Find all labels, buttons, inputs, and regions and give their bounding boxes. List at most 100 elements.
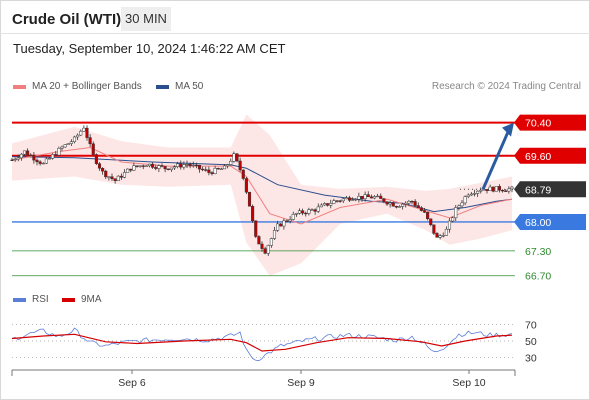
- candle-body: [379, 195, 383, 199]
- candle-body: [426, 212, 430, 220]
- candle-body: [169, 167, 173, 170]
- candle-body: [263, 248, 267, 254]
- candle-body: [113, 178, 117, 181]
- candle-body: [160, 165, 164, 167]
- candle-body: [307, 209, 311, 214]
- candle-body: [476, 190, 480, 194]
- candle-body: [451, 217, 455, 222]
- forecast-arrow-head: [502, 122, 514, 137]
- candle-body: [141, 165, 145, 167]
- candle-body: [97, 163, 102, 169]
- level-tag-68-00: [514, 213, 586, 230]
- candle-body: [357, 196, 361, 200]
- instrument-title: Crude Oil (WTI): [12, 11, 122, 28]
- candle-body: [319, 204, 323, 208]
- candle-body: [341, 198, 345, 202]
- candle-body: [72, 136, 77, 142]
- timeframe-badge[interactable]: 30 MIN: [121, 7, 171, 31]
- candle-body: [266, 245, 270, 254]
- rsi-swatch: [13, 297, 26, 302]
- ma50-swatch: [156, 84, 169, 89]
- candle-body: [157, 165, 161, 169]
- candle-body: [235, 153, 239, 162]
- candle-body: [313, 209, 317, 212]
- legend-9ma: 9MA: [62, 294, 102, 305]
- candle-body: [247, 191, 252, 207]
- candle-body: [44, 158, 48, 164]
- candle-body: [410, 200, 414, 203]
- candle-body: [229, 160, 233, 165]
- candle-body: [507, 188, 511, 192]
- candle-body: [88, 137, 92, 145]
- candle-body: [272, 230, 277, 239]
- rsi-level-label-30: 30: [525, 353, 537, 365]
- candle-body: [447, 220, 452, 230]
- candle-body: [60, 146, 64, 149]
- legend-ma20-label: MA 20 + Bollinger Bands: [32, 81, 142, 92]
- level-label-68-00: 68.00: [525, 217, 551, 229]
- candle-body: [472, 193, 477, 195]
- candle-body: [244, 178, 248, 193]
- candle-body: [66, 143, 70, 145]
- candle-body: [382, 198, 386, 203]
- candle-body: [407, 200, 411, 204]
- candle-body: [504, 190, 508, 192]
- candle-body: [460, 202, 464, 207]
- candle-body: [394, 206, 398, 208]
- candle-body: [422, 210, 427, 213]
- candle-body: [166, 168, 170, 170]
- candle-body: [397, 206, 402, 208]
- candle-body: [501, 189, 505, 192]
- candle-body: [444, 228, 448, 236]
- rsi-line: [11, 327, 513, 362]
- ma50-line: [11, 156, 513, 213]
- rsi-level-label-50: 50: [525, 336, 537, 348]
- candle-body: [254, 220, 258, 237]
- candle-body: [144, 165, 148, 167]
- candle-body: [197, 164, 202, 170]
- level-label-70-40: 70.40: [525, 118, 551, 130]
- candle-body: [360, 196, 364, 200]
- candle-body: [226, 164, 230, 167]
- candle-body: [104, 170, 108, 178]
- candle-body: [413, 201, 417, 206]
- candle-body: [419, 207, 423, 211]
- ma20-line: [11, 146, 513, 225]
- candle-body: [276, 223, 280, 231]
- candle-body: [485, 189, 489, 191]
- candle-body: [16, 157, 20, 160]
- candle-body: [510, 186, 514, 190]
- candle-body: [432, 224, 436, 234]
- candle-body: [304, 212, 308, 215]
- candle-body: [491, 186, 495, 192]
- candle-body: [469, 193, 473, 196]
- candle-body: [85, 127, 89, 138]
- x-tick-label-2: Sep 10: [452, 377, 485, 389]
- candle-body: [22, 150, 27, 155]
- candle-body: [151, 163, 155, 168]
- x-tick-label-1: Sep 9: [287, 377, 315, 389]
- candle-body: [179, 163, 183, 168]
- candle-body: [372, 196, 377, 199]
- candle-body: [291, 214, 295, 220]
- level-label-66-70: 66.70: [525, 271, 551, 283]
- candle-body: [310, 209, 314, 211]
- candle-body: [135, 165, 139, 167]
- candle-body: [91, 143, 95, 155]
- candle-body: [207, 169, 211, 173]
- candle-body: [182, 164, 186, 168]
- candle-body: [494, 186, 498, 192]
- candle-body: [13, 158, 17, 161]
- candle-body: [210, 172, 214, 174]
- candle-body: [326, 203, 330, 206]
- bollinger-band: [12, 114, 512, 276]
- candle-body: [116, 175, 120, 181]
- candle-body: [132, 165, 136, 171]
- candle-body: [51, 154, 55, 159]
- legend-ma20: MA 20 + Bollinger Bands: [13, 81, 142, 92]
- candle-body: [435, 233, 439, 238]
- candle-body: [294, 213, 298, 215]
- candle-body: [129, 168, 133, 171]
- candle-body: [63, 144, 67, 148]
- level-tag-69-60: [514, 147, 586, 164]
